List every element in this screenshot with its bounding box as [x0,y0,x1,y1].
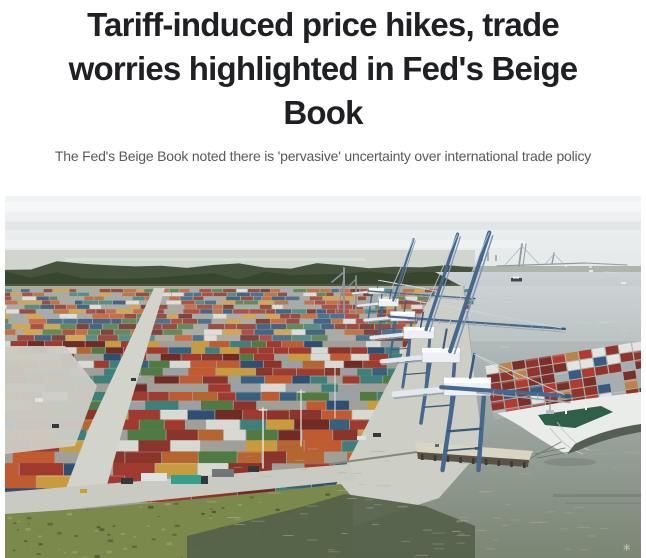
article-subheadline: The Fed's Beige Book noted there is 'per… [54,148,592,164]
headline-line-3: Book [283,94,363,131]
gantry-cranes [351,230,573,473]
article-headline: Tariff-induced price hikes, trade worrie… [0,0,646,135]
port-photo-illustration: * [5,196,641,558]
headline-line-1: Tariff-induced price hikes, trade [87,6,560,43]
article-photo: * [5,196,641,558]
photo-watermark: * [623,541,631,558]
headline-line-2: worries highlighted in Fed's Beige [68,50,579,87]
